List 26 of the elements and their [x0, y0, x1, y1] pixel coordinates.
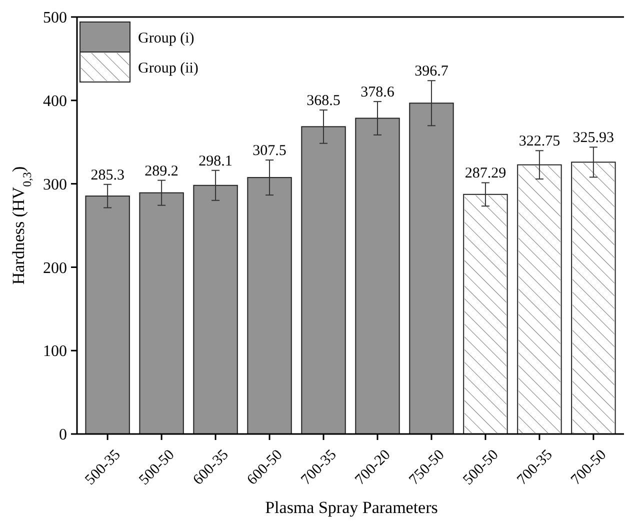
bar — [85, 196, 130, 434]
data-label: 285.3 — [90, 167, 124, 184]
bar — [247, 177, 292, 434]
bar — [355, 118, 400, 434]
bar — [301, 126, 346, 434]
data-label: 378.6 — [360, 84, 395, 101]
data-label: 307.5 — [252, 143, 286, 160]
data-label: 368.5 — [306, 92, 340, 109]
y-tick-label: 300 — [43, 176, 67, 194]
bar — [139, 192, 184, 434]
y-tick-label: 200 — [43, 260, 67, 277]
bar — [409, 102, 454, 434]
data-label: 289.2 — [144, 163, 178, 180]
bar — [193, 184, 238, 434]
legend-label: Group (ii) — [138, 60, 198, 76]
data-label: 322.75 — [518, 134, 560, 150]
y-tick-label: 0 — [59, 426, 67, 444]
data-label: 287.29 — [464, 166, 506, 182]
data-label: 325.93 — [572, 130, 614, 146]
data-label: 396.7 — [414, 64, 449, 80]
y-tick-label: 400 — [43, 93, 67, 110]
x-axis-title: Plasma Spray Parameters — [265, 498, 438, 517]
y-tick-label: 500 — [43, 10, 67, 27]
legend-label: Group (i) — [138, 30, 194, 46]
y-tick-label: 100 — [43, 343, 67, 360]
data-label: 298.1 — [198, 153, 232, 170]
